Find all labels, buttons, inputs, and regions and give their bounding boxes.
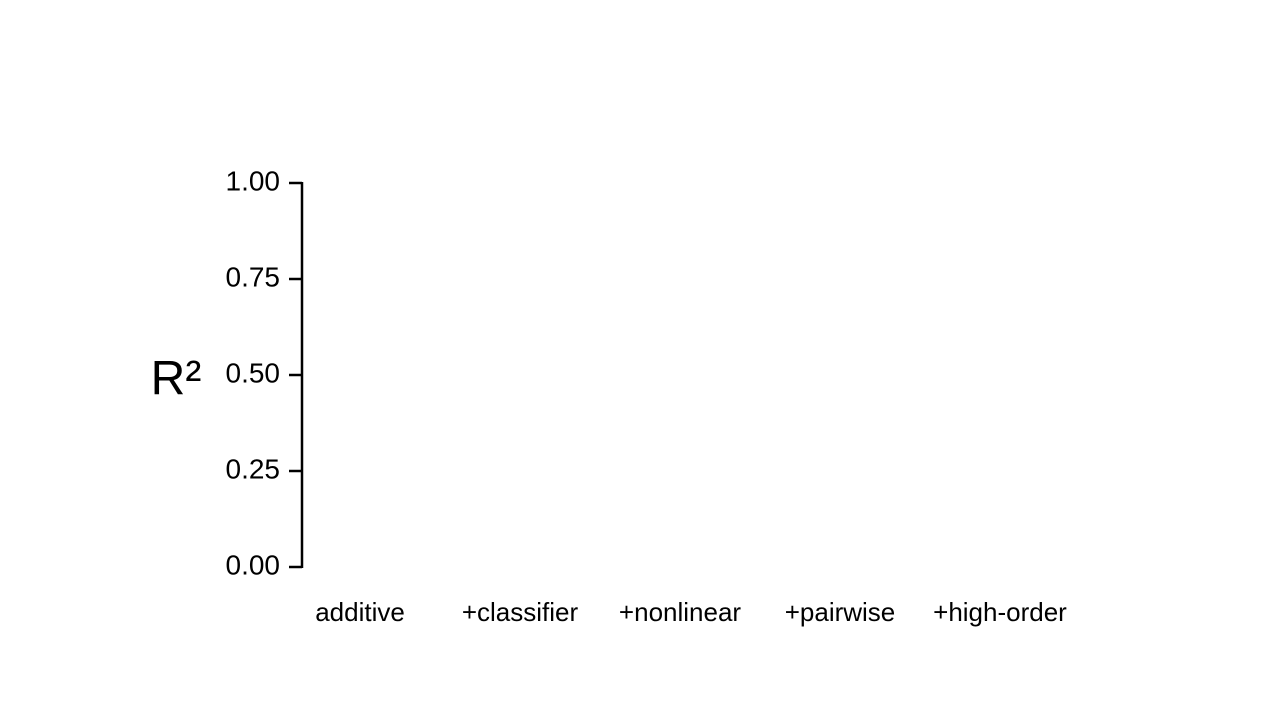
y-tick-label: 0.75 — [226, 261, 281, 292]
y-tick-label: 0.25 — [226, 453, 281, 484]
x-tick-label: +high-order — [933, 597, 1067, 627]
y-tick-label: 0.00 — [226, 549, 281, 580]
x-tick-label: additive — [315, 597, 405, 627]
x-tick-label: +nonlinear — [619, 597, 741, 627]
y-axis-label: R² — [151, 353, 202, 406]
x-tick-label: +classifier — [462, 597, 579, 627]
y-tick-label: 0.50 — [226, 357, 281, 388]
x-tick-label: +pairwise — [785, 597, 896, 627]
y-tick-label: 1.00 — [226, 165, 281, 196]
